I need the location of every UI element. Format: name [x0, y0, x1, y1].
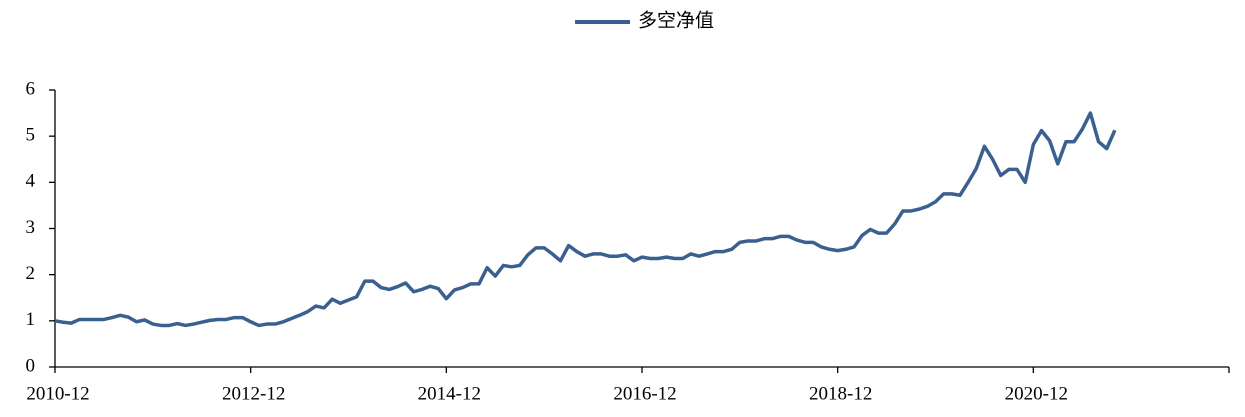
y-tick-label: 3	[26, 217, 36, 238]
x-tick-label: 2014-12	[418, 383, 481, 404]
x-tick-label: 2020-12	[1005, 383, 1068, 404]
x-tick-label: 2016-12	[613, 383, 676, 404]
y-tick-label: 6	[26, 78, 36, 99]
y-tick-label: 2	[26, 263, 36, 284]
x-tick-label: 2012-12	[222, 383, 285, 404]
y-tick-label: 1	[26, 309, 36, 330]
legend-label: 多空净值	[638, 9, 714, 31]
y-tick-label: 5	[26, 125, 36, 146]
x-tick-label: 2010-12	[26, 383, 89, 404]
y-tick-label: 0	[26, 355, 36, 376]
x-tick-label: 2018-12	[809, 383, 872, 404]
y-tick-label: 4	[26, 171, 36, 192]
series-line	[54, 111, 1117, 328]
